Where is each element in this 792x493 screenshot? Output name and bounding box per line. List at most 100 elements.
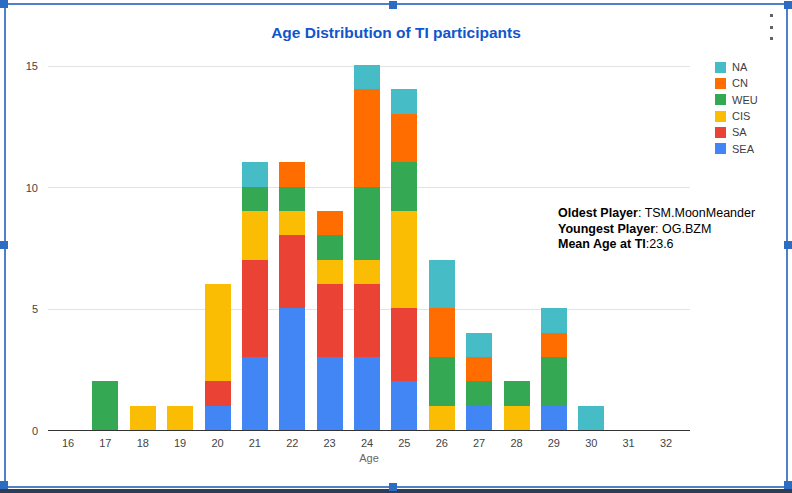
bar-segment-sea-age-24[interactable] bbox=[354, 357, 380, 430]
x-tick-label-30: 30 bbox=[585, 437, 597, 449]
x-tick-label-24: 24 bbox=[361, 437, 373, 449]
bar-segment-cn-age-27[interactable] bbox=[466, 357, 492, 381]
bar-segment-sea-age-23[interactable] bbox=[317, 357, 343, 430]
bar-segment-cn-age-22[interactable] bbox=[279, 162, 305, 186]
bar-segment-cis-age-26[interactable] bbox=[429, 406, 455, 430]
annotation-line-oldest: Oldest Player: TSM.MoonMeander bbox=[558, 206, 755, 222]
bar-segment-weu-age-22[interactable] bbox=[279, 187, 305, 211]
x-tick-label-18: 18 bbox=[137, 437, 149, 449]
kebab-dot bbox=[770, 37, 773, 40]
legend-item-na: NA bbox=[715, 59, 758, 75]
bar-segment-sa-age-22[interactable] bbox=[279, 235, 305, 308]
bar-segment-sea-age-29[interactable] bbox=[541, 406, 567, 430]
selection-handle-top-left[interactable] bbox=[0, 0, 8, 8]
x-tick-label-31: 31 bbox=[623, 437, 635, 449]
annotation-line-mean-age: Mean Age at TI:23.6 bbox=[558, 237, 755, 253]
bar-segment-weu-age-23[interactable] bbox=[317, 235, 343, 259]
bar-segment-cn-age-23[interactable] bbox=[317, 211, 343, 235]
bar-segment-sea-age-20[interactable] bbox=[205, 406, 231, 430]
bar-column-20 bbox=[205, 284, 231, 430]
annotation-block: Oldest Player: TSM.MoonMeander Youngest … bbox=[558, 206, 755, 253]
selection-handle-bottom-left[interactable] bbox=[0, 481, 8, 489]
x-tick-label-20: 20 bbox=[211, 437, 223, 449]
bar-segment-cis-age-19[interactable] bbox=[167, 406, 193, 430]
bar-segment-sea-age-25[interactable] bbox=[391, 381, 417, 430]
bar-segment-cis-age-22[interactable] bbox=[279, 211, 305, 235]
x-tick-label-22: 22 bbox=[286, 437, 298, 449]
legend-item-sa: SA bbox=[715, 124, 758, 140]
bar-segment-cn-age-24[interactable] bbox=[354, 89, 380, 186]
x-tick-label-26: 26 bbox=[436, 437, 448, 449]
bar-segment-weu-age-25[interactable] bbox=[391, 162, 417, 211]
bar-segment-sa-age-20[interactable] bbox=[205, 381, 231, 405]
bar-segment-sea-age-27[interactable] bbox=[466, 406, 492, 430]
bar-segment-cn-age-29[interactable] bbox=[541, 333, 567, 357]
legend-item-cis: CIS bbox=[715, 108, 758, 124]
legend-label-sea: SEA bbox=[732, 143, 754, 155]
bar-segment-sa-age-23[interactable] bbox=[317, 284, 343, 357]
bar-segment-cis-age-21[interactable] bbox=[242, 211, 268, 260]
legend-swatch-sea bbox=[715, 143, 726, 154]
y-tick-label-15: 15 bbox=[26, 60, 38, 72]
legend-swatch-sa bbox=[715, 127, 726, 138]
legend-item-cn: CN bbox=[715, 75, 758, 91]
bar-segment-sea-age-21[interactable] bbox=[242, 357, 268, 430]
selection-handle-top-right[interactable] bbox=[784, 1, 792, 9]
legend-swatch-na bbox=[715, 62, 726, 73]
bar-segment-na-age-30[interactable] bbox=[578, 406, 604, 430]
bar-segment-na-age-21[interactable] bbox=[242, 162, 268, 186]
selection-handle-right-middle[interactable] bbox=[784, 241, 792, 249]
bar-segment-sa-age-21[interactable] bbox=[242, 260, 268, 357]
bar-segment-weu-age-29[interactable] bbox=[541, 357, 567, 406]
legend-label-cn: CN bbox=[732, 77, 748, 89]
bar-segment-sa-age-25[interactable] bbox=[391, 308, 417, 381]
bar-segment-weu-age-24[interactable] bbox=[354, 187, 380, 260]
bar-segment-na-age-25[interactable] bbox=[391, 89, 417, 113]
bar-segment-cis-age-25[interactable] bbox=[391, 211, 417, 308]
bar-segment-cis-age-18[interactable] bbox=[130, 406, 156, 430]
bar-segment-cis-age-20[interactable] bbox=[205, 284, 231, 381]
bar-segment-sea-age-22[interactable] bbox=[279, 308, 305, 430]
x-tick-label-23: 23 bbox=[324, 437, 336, 449]
chart-title: Age Distribution of TI participants bbox=[0, 24, 792, 42]
selection-handle-bottom-middle[interactable] bbox=[389, 483, 397, 491]
bar-segment-weu-age-26[interactable] bbox=[429, 357, 455, 406]
bar-segment-na-age-26[interactable] bbox=[429, 260, 455, 309]
x-tick-label-28: 28 bbox=[510, 437, 522, 449]
bar-segment-weu-age-27[interactable] bbox=[466, 381, 492, 405]
bar-column-25 bbox=[391, 89, 417, 430]
bar-segment-cis-age-24[interactable] bbox=[354, 260, 380, 284]
bar-segment-cis-age-28[interactable] bbox=[504, 406, 530, 430]
kebab-menu-icon[interactable] bbox=[764, 14, 778, 40]
selection-handle-top-middle[interactable] bbox=[389, 1, 397, 9]
x-axis-line bbox=[48, 430, 690, 431]
selection-handle-bottom-right[interactable] bbox=[784, 481, 792, 489]
kebab-dot bbox=[770, 26, 773, 29]
bar-column-29 bbox=[541, 308, 567, 430]
bar-segment-cn-age-26[interactable] bbox=[429, 308, 455, 357]
bar-segment-weu-age-28[interactable] bbox=[504, 381, 530, 405]
x-tick-label-16: 16 bbox=[62, 437, 74, 449]
legend-label-na: NA bbox=[732, 61, 747, 73]
bar-column-26 bbox=[429, 260, 455, 430]
annotation-line-youngest: Youngest Player: OG.BZM bbox=[558, 222, 755, 238]
bar-segment-weu-age-21[interactable] bbox=[242, 187, 268, 211]
bar-segment-weu-age-17[interactable] bbox=[92, 381, 118, 430]
bar-segment-cn-age-25[interactable] bbox=[391, 114, 417, 163]
legend-swatch-cn bbox=[715, 78, 726, 89]
x-tick-label-29: 29 bbox=[548, 437, 560, 449]
legend-label-weu: WEU bbox=[732, 94, 758, 106]
bar-segment-na-age-24[interactable] bbox=[354, 65, 380, 89]
bar-segment-na-age-29[interactable] bbox=[541, 308, 567, 332]
bar-segment-sa-age-24[interactable] bbox=[354, 284, 380, 357]
legend-label-sa: SA bbox=[732, 126, 747, 138]
selection-handle-left-middle[interactable] bbox=[0, 241, 8, 249]
bar-column-23 bbox=[317, 211, 343, 430]
bar-column-30 bbox=[578, 406, 604, 430]
bar-segment-cis-age-23[interactable] bbox=[317, 260, 343, 284]
bar-column-27 bbox=[466, 333, 492, 430]
bar-column-19 bbox=[167, 406, 193, 430]
bar-segment-na-age-27[interactable] bbox=[466, 333, 492, 357]
x-axis-title: Age bbox=[48, 452, 690, 464]
legend-swatch-cis bbox=[715, 111, 726, 122]
